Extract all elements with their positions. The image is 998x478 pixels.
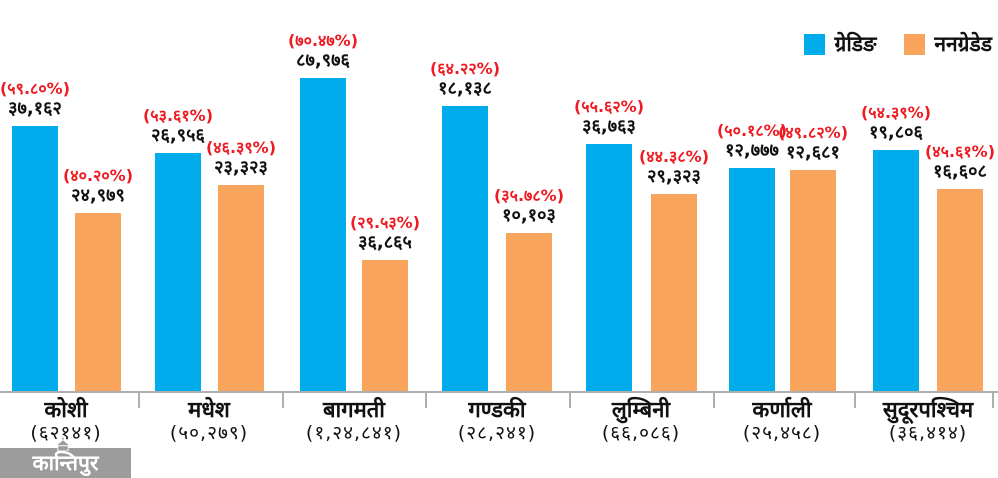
category-total: (२५,४५८) [742,422,822,445]
legend-label-nongraded: ननग्रेडेड [934,32,992,56]
nongraded-bar-label-koshi: (४०.२०%) २४,९७९ [63,167,133,206]
value-label: १६,६०८ [933,160,987,182]
value-label: १२,७७७ [725,139,779,161]
nongraded-color-swatch [904,33,926,55]
value-label: २४,९७९ [71,184,125,206]
category-total: (५०,२७९) [169,422,249,445]
value-label: २९,३२३ [647,165,701,187]
grading-bar-label-gandaki: (६४.२२%) १८,१३८ [430,60,500,99]
legend-label-grading: ग्रेडिङ [834,32,877,56]
nongraded-bar-bagmati [362,260,408,392]
category-label-koshi: कोशी (६२१४१) [30,398,101,445]
grading-bar-koshi [12,126,58,392]
nongraded-bar-lumbini [651,194,697,392]
nongraded-bar-madhesh [218,185,264,392]
category-total: (१,२४,८४१) [305,422,403,445]
category-total: (२८,२४१) [457,422,537,445]
category-label-lumbini: लुम्बिनी (६६,०८६) [602,398,680,445]
category-name: बागमती [322,398,386,423]
nongraded-bar-label-gandaki: (३५.७८%) १०,१०३ [494,187,564,226]
percent-label: (७०.४७%) [287,30,359,50]
grading-bar-lumbini [586,144,632,392]
x-axis-labels: कोशी (६२१४१) मधेश (५०,२७९) बागमती (१,२४,८४१) ग… [0,398,998,458]
value-label: ३६,८६५ [358,231,412,253]
category-total: (६६,०८६) [601,422,681,445]
temple-icon [54,437,72,451]
category-label-sudurpashchim: सुदूरपश्चिम (३६,४१४) [883,398,973,445]
category-name: कोशी [44,398,88,423]
grading-bar-karnali [729,168,775,392]
value-label: १९,८०६ [869,121,923,143]
percent-label: (४५.६१%) [924,141,996,161]
category-name: गण्डकी [468,398,526,423]
category-total: (३६,४१४) [888,422,968,445]
category-total: (६२१४१) [30,422,102,445]
value-label: २६,९५६ [151,124,205,146]
value-label: १२,६८१ [786,141,840,163]
axis-tick [425,393,427,408]
category-label-karnali: कर्णाली (२५,४५८) [743,398,821,445]
percent-label: (३५.७८%) [493,185,565,205]
value-label: १८,१३८ [438,77,492,99]
grading-bar-sudurpashchim [873,150,919,392]
nongraded-bar-label-karnali: (४९.८२%) १२,६८१ [778,124,848,163]
percent-label: (६४.२२%) [429,58,501,78]
value-label: ३६,७६३ [582,115,636,137]
percent-label: (५०.१८%) [716,120,788,140]
value-label: ८७,९७६ [296,49,350,71]
axis-tick [713,393,715,408]
x-axis-line [0,391,998,393]
axis-tick [138,393,140,408]
legend: ग्रेडिङ ननग्रेडेड [804,30,992,58]
watermark-text: कान्तिपुर [32,450,99,475]
value-label: १०,१०३ [502,204,556,226]
legend-item-grading: ग्रेडिङ [804,30,876,58]
percent-label: (४६.३९%) [205,137,277,157]
percent-label: (४४.३८%) [638,146,710,166]
grading-bar-madhesh [155,153,201,392]
nongraded-bar-karnali [790,170,836,392]
category-name: मधेश [188,398,230,423]
kantipur-watermark: कान्तिपुर [0,437,131,478]
grading-bar-label-sudurpashchim: (५४.३९%) १९,८०६ [861,104,931,143]
nongraded-bar-label-bagmati: (२९.५३%) ३६,८६५ [350,214,420,253]
axis-tick [569,393,571,408]
legend-item-nongraded: ननग्रेडेड [904,30,992,58]
percent-label: (५५.६२%) [573,96,645,116]
nongraded-bar-label-lumbini: (४४.३८%) २९,३२३ [639,148,709,187]
category-name: कर्णाली [752,398,812,423]
grading-bar-label-koshi: (५९.८०%) ३७,१६२ [0,80,70,119]
grading-color-swatch [804,33,826,55]
category-label-madhesh: मधेश (५०,२७९) [170,398,248,445]
axis-tick [854,393,856,408]
axis-tick [992,393,994,408]
value-label: २३,३२३ [214,156,268,178]
percent-label: (४०.२०%) [62,165,134,185]
percent-label: (५९.८०%) [0,78,71,98]
category-name: सुदूरपश्चिम [882,398,974,423]
axis-tick [282,393,284,408]
percent-label: (५३.६१%) [142,105,214,125]
nongraded-bar-koshi [75,213,121,392]
nongraded-bar-sudurpashchim [937,189,983,392]
category-label-gandaki: गण्डकी (२८,२४१) [458,398,536,445]
grading-bar-label-madhesh: (५३.६१%) २६,९५६ [143,107,213,146]
plot-area: (५९.८०%) ३७,१६२ (५३.६१%) २६,९५६ (७०.४७%) ८७,९… [0,32,995,392]
value-label: ३७,१६२ [8,97,62,119]
percent-label: (४९.८२%) [777,122,849,142]
grading-bar-gandaki [442,106,488,392]
nongraded-bar-gandaki [506,233,552,392]
percent-label: (५४.३९%) [860,102,932,122]
grading-bar-label-karnali: (५०.१८%) १२,७७७ [717,122,787,161]
nongraded-bar-label-sudurpashchim: (४५.६१%) १६,६०८ [925,143,995,182]
percent-label: (२९.५३%) [349,212,421,232]
grading-bar-label-bagmati: (७०.४७%) ८७,९७६ [288,32,358,71]
nongraded-bar-label-madhesh: (४६.३९%) २३,३२३ [206,139,276,178]
category-name: लुम्बिनी [611,398,671,423]
grading-bar-label-lumbini: (५५.६२%) ३६,७६३ [574,98,644,137]
grading-bar-bagmati [300,78,346,392]
category-label-bagmati: बागमती (१,२४,८४१) [306,398,402,445]
